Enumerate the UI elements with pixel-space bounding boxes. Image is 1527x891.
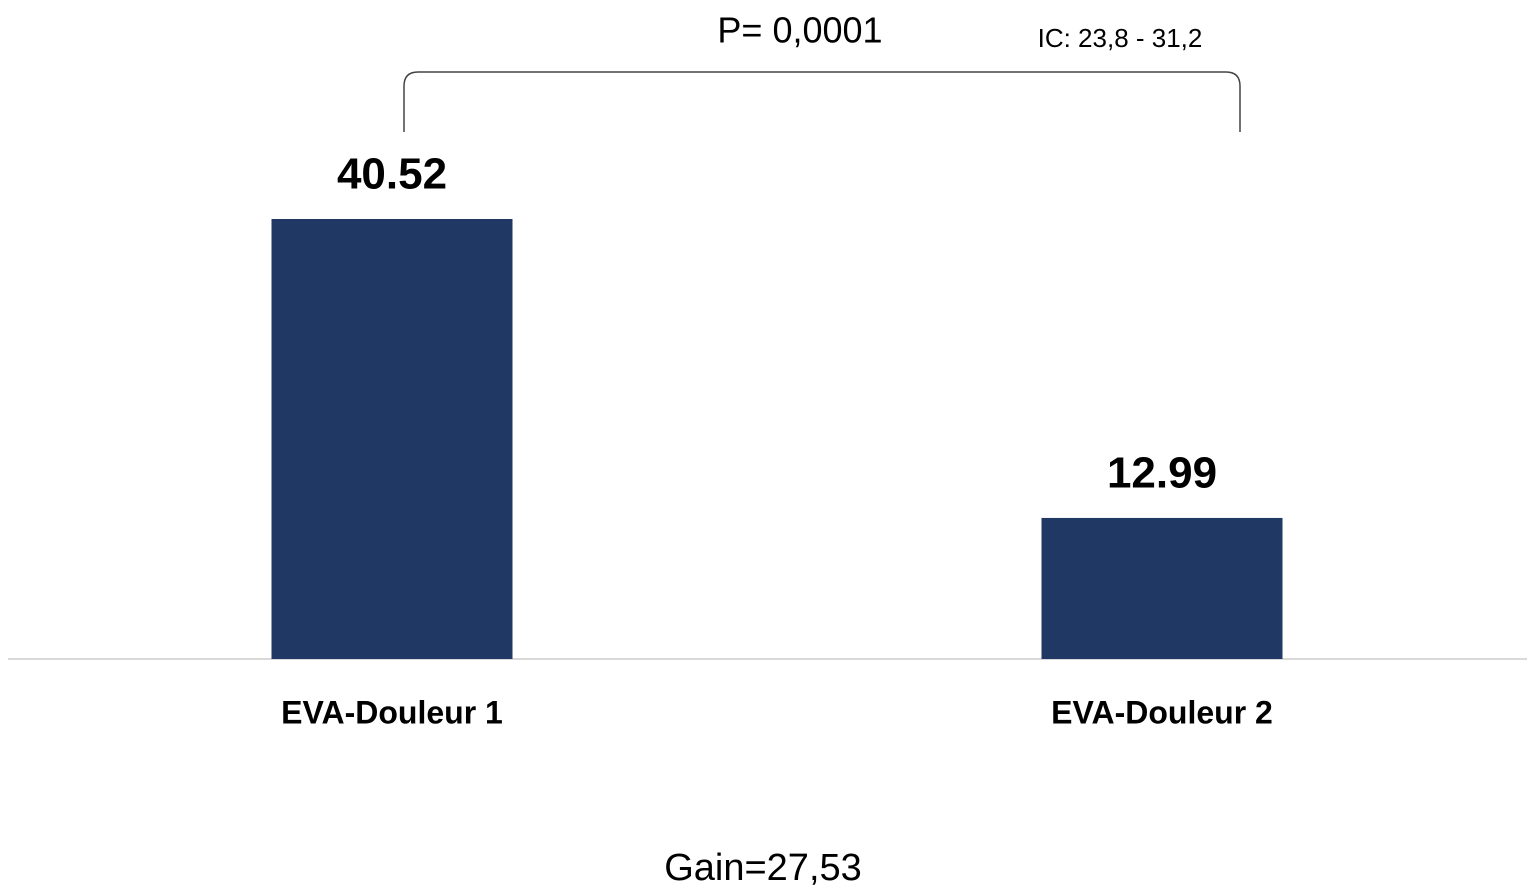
value-label: 40.52 <box>337 150 447 199</box>
bar <box>1041 517 1283 659</box>
gain: Gain=27,53 <box>664 847 862 889</box>
value-label: 12.99 <box>1107 449 1217 498</box>
bar <box>271 219 513 659</box>
x-tick-label: EVA-Douleur 2 <box>1051 694 1273 730</box>
significance-bracket <box>403 71 1241 132</box>
p-value: P= 0,0001 <box>717 10 882 51</box>
x-tick-label: EVA-Douleur 1 <box>281 694 503 730</box>
confidence-interval: IC: 23,8 - 31,2 <box>1038 23 1203 53</box>
